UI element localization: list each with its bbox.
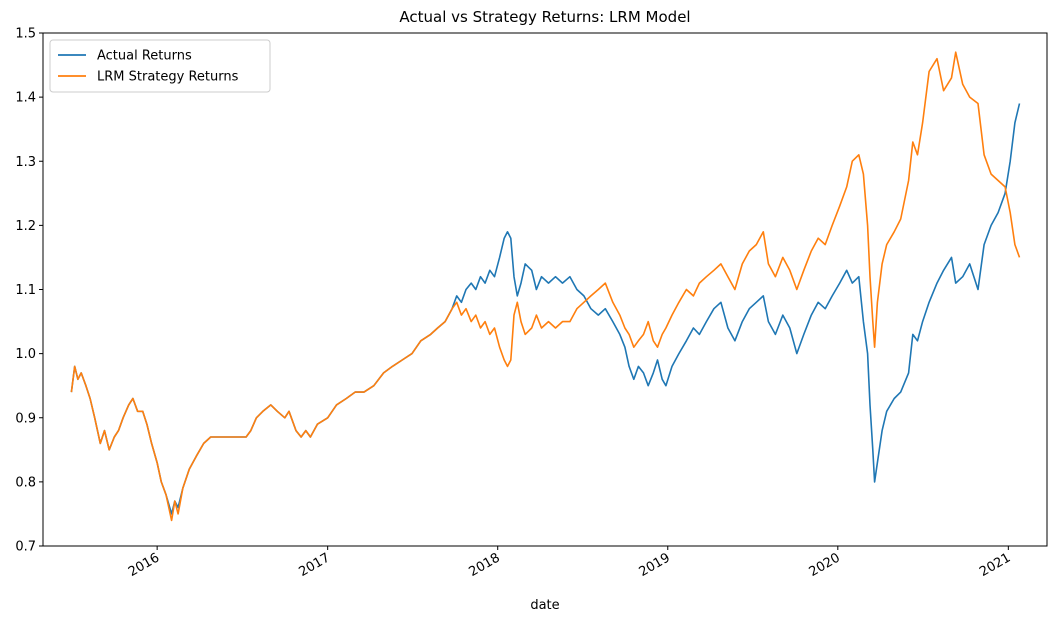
y-tick-label: 1.4 (15, 91, 36, 106)
y-tick-label: 1.0 (15, 347, 36, 362)
y-tick-label: 1.1 (15, 283, 36, 298)
legend-box (49, 39, 271, 93)
y-tick-label: 1.5 (15, 27, 36, 42)
plot-area (70, 51, 1021, 522)
y-tick-label: 0.9 (15, 411, 36, 426)
legend-label: Actual Returns (97, 49, 192, 64)
y-tick-label: 0.8 (15, 475, 36, 490)
x-axis-label: date (530, 598, 559, 613)
legend-label: LRM Strategy Returns (97, 70, 239, 85)
series-line-lrm-strategy-returns (70, 51, 1021, 522)
y-tick-label: 1.2 (15, 219, 36, 234)
y-tick-label: 1.3 (15, 155, 36, 170)
legend: Actual Returns LRM Strategy Returns (49, 39, 271, 93)
chart-title: Actual vs Strategy Returns: LRM Model (399, 8, 690, 26)
y-tick-label: 0.7 (15, 540, 36, 555)
